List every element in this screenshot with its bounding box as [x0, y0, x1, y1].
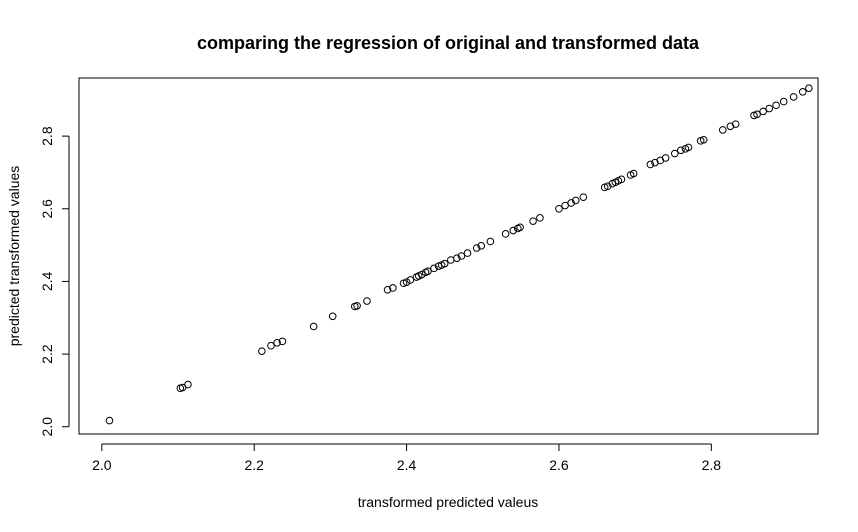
- data-point: [536, 214, 544, 222]
- data-point: [353, 301, 361, 310]
- chart-title: comparing the regression of original and…: [197, 33, 700, 53]
- data-point: [699, 135, 708, 144]
- data-point: [670, 149, 679, 158]
- data-point: [677, 146, 685, 155]
- data-point: [105, 416, 114, 425]
- data-point: [571, 196, 580, 205]
- plot-frame: [78, 77, 819, 435]
- data-point: [402, 278, 411, 286]
- data-point: [440, 259, 449, 268]
- data-point: [430, 264, 438, 273]
- data-point: [661, 154, 670, 162]
- data-point: [472, 244, 481, 252]
- data-point: [278, 337, 287, 346]
- data-point: [463, 249, 472, 257]
- data-point: [328, 312, 337, 321]
- x-tick-label: 2.2: [244, 457, 264, 473]
- data-point: [446, 256, 455, 264]
- data-point: [567, 199, 575, 207]
- data-point: [406, 276, 415, 284]
- data-point: [363, 297, 371, 305]
- x-axis-label: transformed predicted valeus: [358, 494, 539, 510]
- data-point: [267, 341, 275, 350]
- x-tick-label: 2.6: [549, 457, 569, 473]
- data-point: [457, 252, 466, 260]
- x-tick-label: 2.8: [702, 457, 722, 473]
- data-point: [509, 226, 518, 235]
- y-tick-label: 2.2: [39, 344, 55, 364]
- y-tick-label: 2.6: [39, 199, 55, 219]
- data-point: [501, 230, 510, 238]
- y-axis-label: predicted transformed values: [6, 166, 22, 347]
- x-tick-label: 2.0: [92, 457, 112, 473]
- data-point: [389, 284, 397, 292]
- y-tick-label: 2.8: [39, 126, 55, 146]
- data-point: [629, 169, 638, 178]
- data-point: [798, 88, 807, 96]
- data-point: [424, 267, 432, 276]
- data-point: [418, 270, 426, 279]
- data-point: [684, 143, 693, 152]
- data-point: [579, 193, 588, 201]
- data-point: [765, 104, 774, 113]
- data-point: [477, 242, 486, 250]
- data-point: [383, 285, 392, 294]
- y-axis: 2.0 2.2 2.4 2.6 2.8: [39, 126, 70, 437]
- data-point: [646, 160, 655, 169]
- data-point: [453, 254, 461, 262]
- data-point: [789, 93, 798, 101]
- data-point: [273, 339, 281, 347]
- y-tick-label: 2.4: [39, 271, 55, 291]
- data-point: [516, 223, 524, 232]
- y-tick-label: 2.0: [39, 417, 55, 437]
- x-axis: 2.0 2.2 2.4 2.6 2.8: [92, 443, 722, 473]
- data-point: [555, 204, 563, 213]
- data-point: [731, 120, 740, 128]
- data-point: [603, 182, 612, 191]
- points-layer: [105, 84, 813, 425]
- data-point: [759, 107, 767, 116]
- data-point: [779, 97, 788, 106]
- x-tick-label: 2.4: [397, 457, 417, 473]
- data-point: [529, 217, 537, 225]
- data-point: [772, 101, 780, 110]
- data-point: [309, 322, 318, 331]
- data-point: [486, 237, 495, 246]
- data-point: [184, 380, 192, 389]
- data-point: [805, 84, 813, 92]
- data-point: [258, 347, 266, 355]
- data-point: [617, 175, 626, 184]
- data-point: [718, 126, 727, 134]
- data-point: [753, 110, 761, 119]
